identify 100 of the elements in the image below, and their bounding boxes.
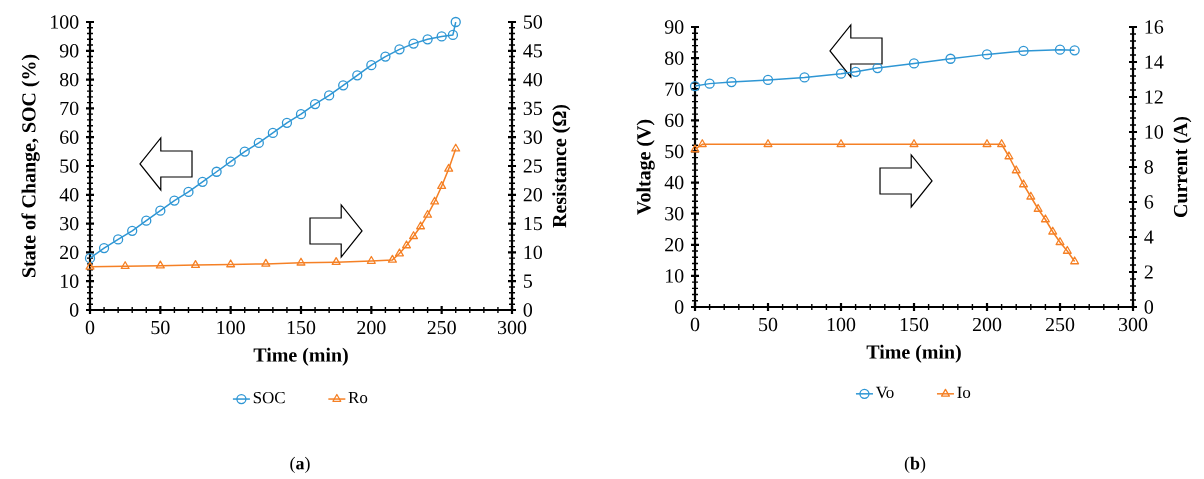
point	[197, 176, 208, 187]
text: (b)	[904, 456, 926, 474]
point	[1011, 165, 1021, 174]
x-tick-label: 50	[151, 320, 170, 335]
point	[190, 259, 201, 268]
point	[416, 221, 426, 230]
point	[84, 253, 96, 264]
x-tick-label: 100	[217, 320, 245, 335]
point	[982, 139, 992, 148]
y-tick-label: 50	[60, 159, 79, 173]
point	[763, 139, 773, 148]
point	[850, 66, 861, 77]
point	[836, 139, 846, 148]
x-tick-label: 150	[287, 320, 316, 335]
point	[211, 166, 222, 177]
y-tick-label: 40	[59, 188, 79, 202]
point	[1004, 151, 1014, 160]
point	[704, 78, 715, 89]
y-tick-label: 50	[665, 144, 684, 159]
point	[239, 146, 250, 157]
y2-tick-label: 15	[524, 216, 542, 231]
x-tick-label: 250	[1045, 317, 1075, 332]
legend-label: Vo	[875, 386, 894, 399]
y2-tick-label: 12	[1145, 90, 1163, 104]
y2-tick-label: 8	[1144, 160, 1154, 174]
point	[155, 260, 165, 269]
y-tick-label: 80	[60, 72, 79, 87]
legend-label: SOC	[253, 391, 285, 404]
point	[169, 195, 180, 206]
y2-tick-label: 45	[523, 44, 542, 58]
x-tick-label: 50	[759, 317, 778, 332]
point	[1054, 44, 1066, 55]
point	[281, 117, 293, 128]
y2-tick-label: 0	[1144, 300, 1154, 314]
point	[451, 143, 461, 152]
point	[1062, 245, 1072, 254]
point	[726, 76, 737, 88]
legend-label: Ro	[348, 392, 368, 404]
y-axis-title: State of Change, SOC (%)	[21, 54, 40, 278]
x-tick-label: 200	[357, 320, 386, 335]
point	[437, 181, 447, 190]
point	[141, 215, 152, 226]
y-tick-label: 60	[665, 113, 684, 128]
y-tick-label: 90	[59, 44, 79, 58]
x-tick-label: 250	[427, 320, 456, 335]
y-tick-label: 0	[69, 303, 79, 317]
y-tick-label: 40	[664, 175, 684, 190]
point	[690, 144, 700, 153]
point	[296, 257, 306, 266]
y2-tick-label: 20	[523, 188, 543, 202]
y2-tick-label: 25	[523, 159, 542, 173]
point	[1018, 179, 1029, 188]
x-tick-label: 100	[827, 317, 856, 332]
y2-tick-label: 0	[523, 303, 533, 317]
point	[430, 196, 440, 205]
x-tick-label: 0	[690, 317, 700, 332]
point	[1070, 256, 1080, 265]
y2-tick-label: 16	[1145, 20, 1164, 34]
point	[85, 261, 95, 270]
point	[981, 49, 993, 60]
y-tick-label: 20	[60, 245, 79, 260]
point	[1026, 191, 1036, 200]
x-tick-label: 200	[972, 317, 1002, 332]
point	[1048, 226, 1058, 235]
x-axis-title: Time (min)	[866, 344, 961, 363]
point	[408, 231, 419, 240]
point	[120, 261, 130, 270]
point	[872, 62, 883, 74]
y2-tick-label: 14	[1145, 55, 1164, 69]
point	[401, 240, 412, 249]
point	[394, 248, 405, 257]
point	[1033, 203, 1043, 212]
point	[183, 186, 194, 198]
y2-tick-label: 2	[1144, 265, 1153, 279]
point	[323, 90, 335, 101]
x-tick-label: 300	[1119, 317, 1148, 332]
y2-tick-label: 5	[524, 274, 533, 288]
point	[225, 156, 236, 167]
point	[394, 44, 405, 55]
point	[295, 109, 307, 120]
point	[127, 225, 138, 236]
y2-tick-label: 10	[1145, 125, 1164, 139]
text: (a)	[290, 456, 310, 474]
x-tick-label: 150	[900, 317, 929, 332]
y-tick-label: 0	[674, 300, 684, 314]
point	[352, 70, 363, 81]
point	[423, 209, 433, 218]
y-tick-label: 60	[60, 130, 79, 144]
point	[799, 72, 810, 83]
point	[450, 16, 461, 28]
point	[253, 137, 264, 149]
point	[444, 163, 454, 172]
y2-tick-label: 4	[1144, 230, 1154, 244]
legend-label: Io	[957, 386, 971, 399]
point	[1055, 237, 1065, 246]
point	[338, 80, 349, 91]
y2-tick-label: 50	[524, 15, 543, 29]
x-tick-label: 0	[85, 320, 95, 335]
y2-tick-label: 30	[523, 130, 543, 144]
point	[408, 38, 419, 49]
